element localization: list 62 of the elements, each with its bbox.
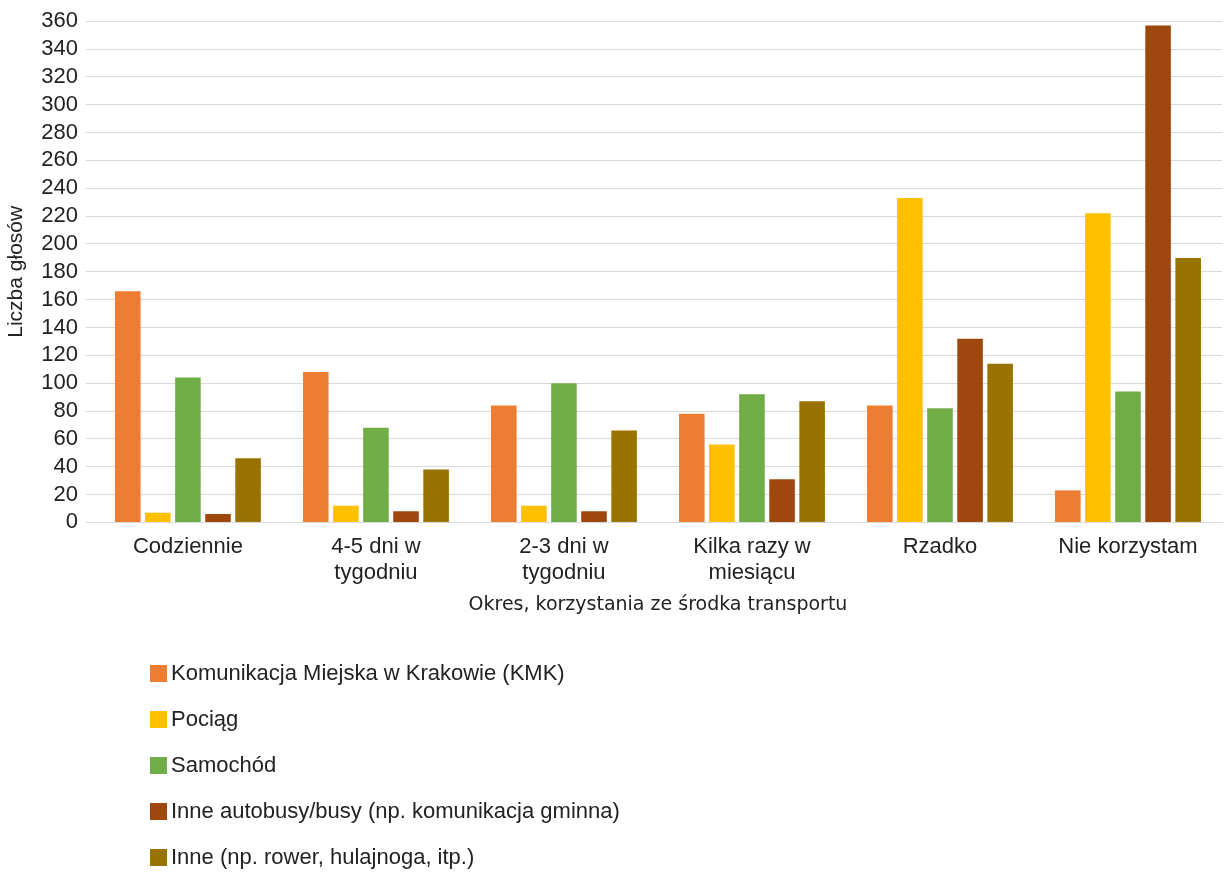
bar	[551, 383, 577, 522]
y-tick-label: 200	[41, 230, 78, 256]
x-tick-label: Rzadko	[902, 532, 978, 558]
y-tick-label: 360	[41, 7, 78, 33]
y-tick-label: 280	[41, 118, 78, 144]
bar	[1055, 490, 1081, 522]
bar	[423, 469, 449, 522]
legend-label: Pociąg	[171, 706, 239, 732]
legend-label: Komunikacja Miejska w Krakowie (KMK)	[171, 660, 565, 686]
y-axis-title: Liczba głosów	[3, 205, 27, 338]
bar	[739, 394, 765, 522]
bar	[302, 372, 329, 522]
bar	[145, 512, 171, 522]
x-tick-label: Nie korzystam	[1058, 532, 1198, 558]
y-tick-label: 340	[41, 35, 78, 61]
y-tick-label: 40	[53, 452, 78, 478]
bar	[799, 401, 825, 522]
bar	[1085, 213, 1111, 522]
legend-label: Samochód	[171, 752, 277, 778]
y-tick-label: 0	[65, 508, 78, 534]
x-tick-label: 2-3 dni w tygodniu	[519, 532, 609, 585]
bar	[1145, 25, 1171, 522]
x-tick-label: 4-5 dni w tygodniu	[331, 532, 421, 585]
bar	[927, 408, 953, 522]
y-tick-label: 20	[53, 480, 78, 506]
y-tick-label: 60	[53, 424, 78, 450]
bar	[957, 338, 983, 522]
bar	[581, 511, 607, 522]
x-tick-label: Codziennie	[132, 532, 243, 558]
bar	[679, 413, 705, 522]
x-axis-title: Okres, korzystania ze środka transportu	[468, 591, 848, 614]
bar	[235, 458, 261, 522]
y-tick-label: 300	[41, 90, 78, 116]
bar	[1175, 257, 1201, 522]
y-tick-label: 80	[53, 397, 78, 423]
bar	[897, 198, 923, 522]
bar	[1115, 391, 1141, 522]
bar	[709, 444, 735, 522]
bar	[769, 479, 795, 522]
bar	[175, 377, 201, 522]
bar	[363, 427, 389, 522]
bar	[867, 405, 893, 522]
y-tick-label: 100	[41, 369, 78, 395]
bar	[491, 405, 517, 522]
y-tick-label: 180	[41, 257, 78, 283]
y-tick-label: 240	[41, 174, 78, 200]
y-tick-label: 140	[41, 313, 78, 339]
legend-label: Inne (np. rower, hulajnoga, itp.)	[171, 844, 475, 870]
bar	[393, 511, 419, 522]
bar	[114, 291, 141, 522]
bar	[205, 514, 231, 522]
y-tick-label: 160	[41, 285, 78, 311]
x-tick-label: Kilka razy w miesiącu	[693, 532, 811, 585]
bar	[611, 430, 637, 522]
y-tick-label: 320	[41, 62, 78, 88]
bar	[333, 505, 359, 522]
legend-label: Inne autobusy/busy (np. komunikacja gminna)	[171, 798, 620, 824]
bar	[987, 363, 1013, 522]
y-tick-label: 260	[41, 146, 78, 172]
bar	[521, 505, 547, 522]
y-tick-label: 120	[41, 341, 78, 367]
y-tick-label: 220	[41, 202, 78, 228]
